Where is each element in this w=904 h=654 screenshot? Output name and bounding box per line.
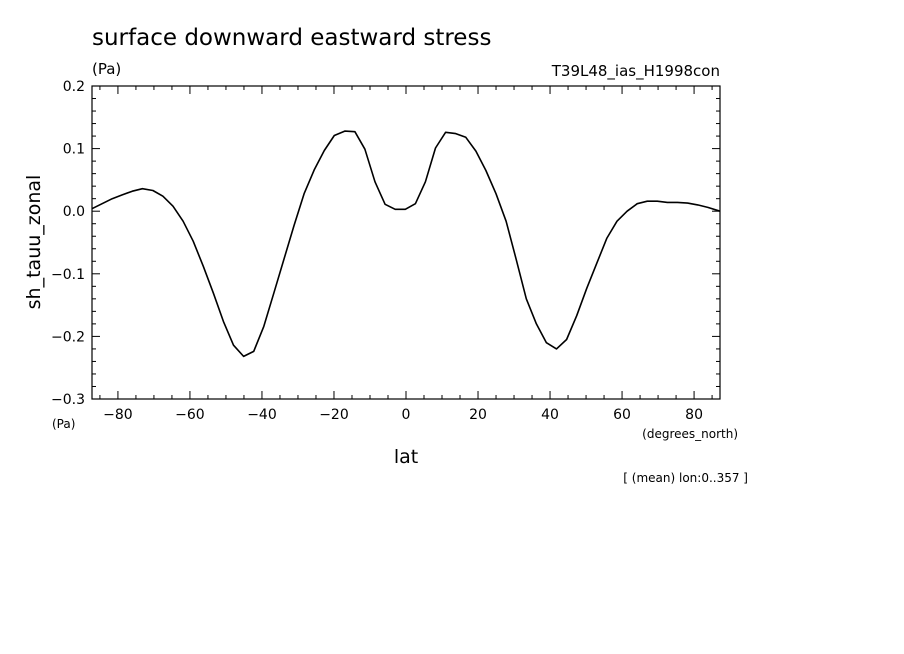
x-axis-units: (degrees_north) xyxy=(642,427,738,441)
x-tick-label: −60 xyxy=(175,407,205,423)
y-tick-label: −0.1 xyxy=(51,267,85,283)
run-label: T39L48_ias_H1998con xyxy=(551,62,720,81)
y-axis-label: sh_tauu_zonal xyxy=(23,175,45,310)
series-line xyxy=(91,130,721,358)
y-tick-label: 0.2 xyxy=(63,79,85,95)
x-tick-label: 20 xyxy=(469,407,487,423)
y-tick-label: 0.1 xyxy=(63,142,85,158)
y-tick-label: −0.3 xyxy=(51,392,85,408)
x-tick-label: −80 xyxy=(103,407,133,423)
x-axis-label: lat xyxy=(394,446,418,468)
y-axis: 0.2 0.1 0.0 −0.1 −0.2 −0.3 xyxy=(51,79,720,408)
x-tick-label: 80 xyxy=(685,407,703,423)
x-tick-label: −40 xyxy=(247,407,277,423)
footnote: [ (mean) lon:0..357 ] xyxy=(623,471,748,485)
x-tick-label: 0 xyxy=(402,407,411,423)
y-tick-label: −0.2 xyxy=(51,329,85,345)
x-tick-label: 60 xyxy=(613,407,631,423)
chart-title: surface downward eastward stress xyxy=(92,25,491,51)
series-layer xyxy=(91,130,721,358)
x-axis: −80 −60 −40 −20 0 20 40 60 80 xyxy=(99,86,713,423)
plot-frame xyxy=(91,85,721,400)
y-axis-units: (Pa) xyxy=(52,417,75,431)
y-tick-label: 0.0 xyxy=(63,204,85,220)
x-tick-label: −20 xyxy=(319,407,349,423)
x-tick-label: 40 xyxy=(541,407,559,423)
title-units: (Pa) xyxy=(92,60,121,78)
